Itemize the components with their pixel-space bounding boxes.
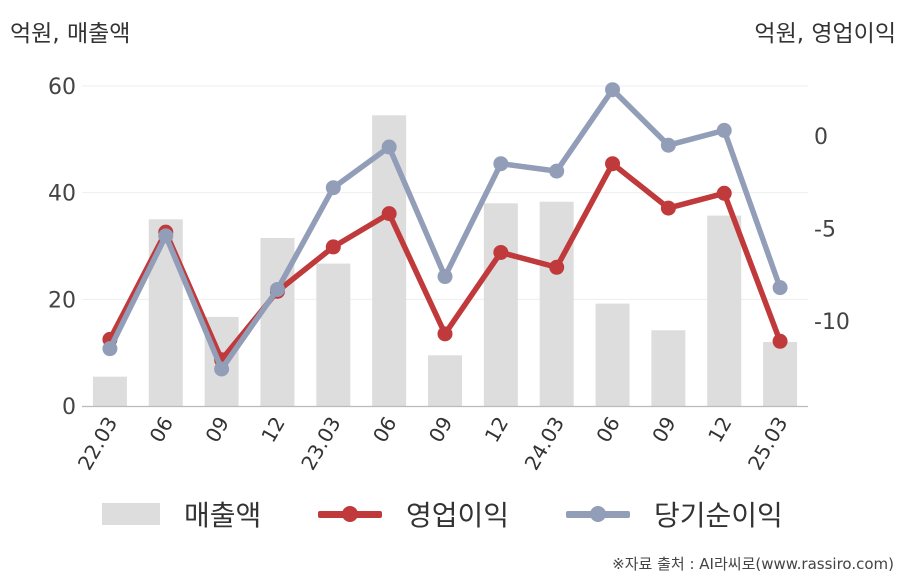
series-1-point-10 <box>660 137 676 153</box>
x-tick-label: 12 <box>256 413 290 447</box>
bar-4 <box>316 263 351 406</box>
series-1-point-3 <box>269 281 285 297</box>
bar-8 <box>539 201 574 406</box>
series-0-point-7 <box>493 244 509 260</box>
series-1-point-11 <box>716 122 732 138</box>
x-tick-label: 09 <box>424 413 458 447</box>
bar-6 <box>428 355 462 406</box>
legend-item-net-income[interactable]: 당기순이익 <box>566 492 783 536</box>
bar-10 <box>651 330 686 406</box>
x-tick-label: 06 <box>368 413 402 447</box>
series-0-point-9 <box>605 156 621 172</box>
left-tick-label: 60 <box>48 75 76 100</box>
left-tick-label: 40 <box>48 182 76 207</box>
right-axis-unit: 억원, 영업이익 <box>754 21 896 47</box>
legend-item-operating-profit[interactable]: 영업이익 <box>318 492 509 536</box>
left-tick-label: 0 <box>62 395 76 420</box>
gridlines <box>82 85 808 300</box>
profit-lines <box>102 82 788 377</box>
x-tick-label: 06 <box>145 413 179 447</box>
right-tick-label: -10 <box>814 310 850 335</box>
series-1-point-9 <box>605 82 621 98</box>
x-tick-label: 06 <box>591 413 625 447</box>
x-tick-label: 12 <box>480 413 514 447</box>
legend-label-revenue: 매출액 <box>184 499 262 532</box>
x-tick-label: 09 <box>200 413 234 447</box>
source-note: ※자료 출처 : AI라씨로(www.rassiro.com) <box>612 555 894 573</box>
bar-12 <box>763 342 798 406</box>
series-0-point-8 <box>549 259 565 275</box>
x-tick-label: 23.03 <box>296 413 345 475</box>
x-tick-label: 25.03 <box>743 413 792 475</box>
legend-item-revenue[interactable]: 매출액 <box>102 492 261 536</box>
bar-1 <box>148 219 183 406</box>
revenue-bars <box>92 115 798 406</box>
bar-7 <box>483 203 518 406</box>
series-0-point-5 <box>381 206 397 222</box>
series-0-point-11 <box>716 185 732 201</box>
series-1-point-7 <box>493 156 509 172</box>
left-axis-unit: 억원, 매출액 <box>10 21 131 47</box>
series-1-point-12 <box>772 280 788 296</box>
legend: 매출액 영업이익 당기순이익 <box>0 492 908 536</box>
bar-9 <box>595 303 630 406</box>
legend-label-net-income: 당기순이익 <box>654 499 783 532</box>
legend-label-operating-profit: 영업이익 <box>406 499 510 532</box>
series-0-point-6 <box>437 326 453 342</box>
legend-swatch-revenue <box>102 503 160 525</box>
right-y-ticks: 0 -5 -10 <box>814 125 850 335</box>
series-1-point-5 <box>381 139 397 155</box>
x-tick-label: 09 <box>647 413 681 447</box>
bar-0 <box>92 376 127 406</box>
left-tick-label: 20 <box>48 288 76 313</box>
bar-11 <box>707 215 742 406</box>
right-tick-label: 0 <box>814 125 828 150</box>
legend-swatch-net-income <box>566 503 630 525</box>
series-1-point-0 <box>102 341 118 357</box>
series-0-point-12 <box>772 333 788 349</box>
series-1-point-2 <box>214 361 230 377</box>
x-tick-label: 24.03 <box>520 413 569 475</box>
right-tick-label: -5 <box>814 217 836 242</box>
series-1-point-6 <box>437 269 453 285</box>
x-tick-label: 12 <box>703 413 737 447</box>
bar-5 <box>372 115 407 406</box>
series-1-point-1 <box>158 228 174 244</box>
series-1-point-4 <box>325 180 341 196</box>
series-0-point-10 <box>660 200 676 216</box>
series-0-point-4 <box>325 239 341 255</box>
legend-swatch-operating-profit <box>318 503 382 525</box>
x-tick-label: 22.03 <box>73 413 122 475</box>
series-1-point-8 <box>549 163 565 179</box>
x-ticks: 22.03 06 09 12 23.03 06 09 12 24.03 06 09 12 25.03 <box>73 413 793 475</box>
left-y-ticks: 0 20 40 60 <box>48 75 76 420</box>
